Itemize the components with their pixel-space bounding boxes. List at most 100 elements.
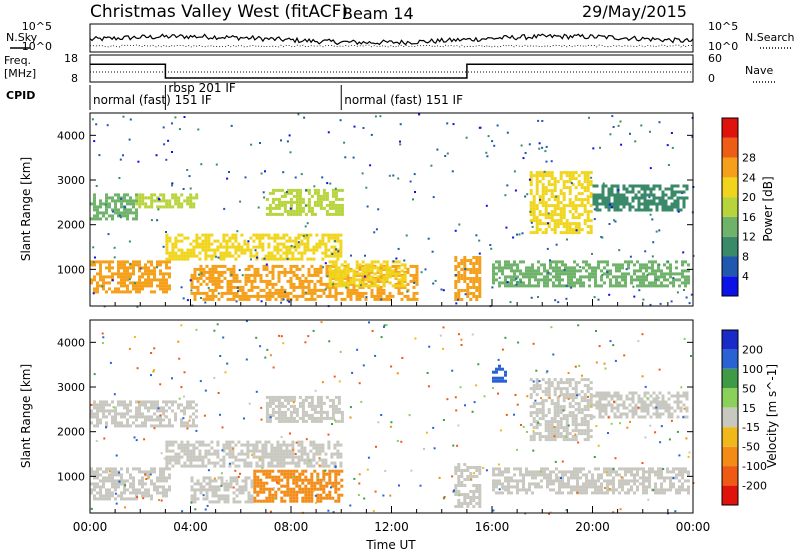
data-point: [190, 485, 194, 489]
data-point: [304, 490, 308, 494]
data-point: [412, 294, 416, 298]
data-point: [285, 233, 289, 237]
data-point: [507, 482, 510, 486]
data-point: [135, 494, 138, 498]
data-point: [147, 281, 150, 285]
data-point: [132, 485, 135, 489]
data-point: [225, 446, 229, 450]
data-point: [177, 248, 181, 252]
data-point: [652, 184, 656, 188]
data-point: [571, 216, 575, 220]
data-point: [211, 270, 215, 274]
data-point: [355, 272, 359, 276]
data-point: [510, 284, 513, 288]
data-point: [550, 438, 554, 442]
data-point: [478, 239, 481, 242]
data-point: [657, 476, 660, 480]
data-point: [675, 476, 678, 480]
data-point: [667, 260, 670, 263]
data-point: [126, 467, 129, 471]
data-point: [589, 417, 593, 421]
data-point: [319, 499, 323, 503]
data-point: [108, 281, 111, 285]
data-point: [186, 169, 189, 171]
data-point: [177, 446, 181, 450]
data-point: [339, 443, 343, 447]
data-point: [291, 455, 295, 459]
data-point: [180, 193, 184, 197]
data-point: [171, 205, 175, 209]
data-point: [223, 494, 227, 498]
data-point: [570, 488, 573, 492]
data-point: [289, 282, 293, 286]
data-point: [326, 182, 329, 185]
data-point: [337, 419, 341, 423]
data-point: [682, 199, 686, 203]
data-point: [577, 174, 581, 178]
data-point: [580, 171, 584, 175]
data-point: [298, 401, 302, 405]
beam-label: Beam 14: [342, 4, 414, 23]
data-point: [594, 485, 597, 489]
data-point: [280, 499, 284, 503]
data-point: [108, 263, 111, 267]
data-point: [478, 496, 482, 499]
data-point: [625, 412, 629, 416]
data-point: [262, 279, 266, 283]
data-point: [663, 263, 666, 267]
data-point: [105, 488, 108, 492]
data-point: [574, 225, 578, 229]
data-point: [304, 478, 308, 482]
data-point: [370, 278, 374, 282]
data-point: [513, 278, 516, 282]
data-point: [302, 235, 305, 237]
data-point: [346, 276, 350, 280]
data-point: [615, 266, 618, 270]
data-point: [658, 391, 662, 395]
data-point: [337, 197, 341, 201]
data-point: [627, 479, 630, 483]
data-point: [376, 269, 380, 273]
data-point: [328, 398, 332, 402]
data-point: [679, 196, 683, 200]
data-point: [316, 267, 320, 271]
data-point: [298, 472, 302, 476]
data-point: [577, 228, 581, 232]
data-point: [682, 251, 685, 254]
data-point: [123, 211, 126, 215]
data-point: [133, 282, 136, 285]
data-point: [553, 222, 557, 226]
data-point: [114, 199, 117, 203]
data-point: [349, 288, 353, 292]
data-point: [589, 171, 593, 175]
data-point: [573, 470, 576, 474]
data-point: [183, 412, 186, 416]
data-point: [250, 282, 254, 286]
data-point: [226, 282, 230, 286]
data-point: [652, 193, 656, 197]
data-point: [264, 455, 268, 459]
data-point: [529, 213, 533, 217]
data-point: [541, 198, 545, 202]
data-point: [397, 284, 401, 288]
data-point: [328, 281, 332, 285]
data-point: [171, 196, 175, 200]
data-point: [177, 406, 180, 410]
data-point: [645, 476, 648, 480]
data-point: [648, 284, 651, 288]
data-point: [147, 488, 150, 492]
data-point: [316, 288, 320, 292]
data-point: [678, 284, 681, 288]
data-point: [204, 248, 208, 252]
data-point: [240, 245, 244, 249]
data-point: [424, 268, 427, 271]
data-point: [325, 264, 329, 268]
data-point: [498, 479, 501, 483]
data-point: [524, 195, 527, 198]
data-point: [670, 184, 674, 188]
data-point: [506, 281, 509, 284]
data-point: [262, 469, 266, 473]
data-point: [602, 182, 605, 185]
data-point: [96, 473, 99, 477]
data-point: [259, 484, 263, 488]
